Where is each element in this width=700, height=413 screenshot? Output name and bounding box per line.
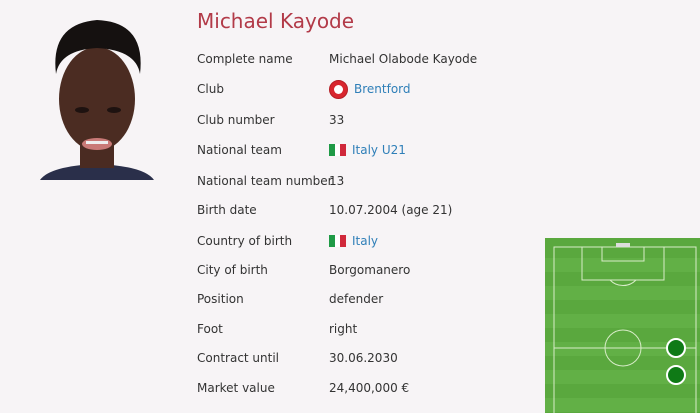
value: Michael Olabode Kayode [329,52,478,66]
brentford-crest-icon [329,79,348,99]
value: 24,400,000 € [329,381,410,395]
detail-row-birth-date: Birth date 10.07.2004 (age 21) [197,198,527,222]
value: defender [329,292,384,306]
detail-row-national-team: National team Italy U21 [197,138,527,162]
label: Country of birth [197,234,293,248]
label: Club number [197,113,275,127]
italy-flag-icon [329,144,347,156]
detail-row-complete-name: Complete name Michael Olabode Kayode [197,47,527,71]
detail-row-foot: Foot right [197,317,527,341]
label: Market value [197,381,275,395]
value: Borgomanero [329,263,411,277]
position-marker [666,365,686,385]
detail-row-club-number: Club number 33 [197,108,527,132]
value: 33 [329,113,345,127]
label: Contract until [197,351,280,365]
detail-row-market-value: Market value 24,400,000 € [197,376,527,400]
national-team-link[interactable]: Italy U21 [352,143,406,157]
detail-row-city-of-birth: City of birth Borgomanero [197,258,527,282]
detail-row-club: Club Brentford [197,77,527,101]
value: 13 [329,174,345,188]
value: right [329,322,358,336]
italy-flag-icon [329,235,347,247]
label: Birth date [197,203,257,217]
club-link[interactable]: Brentford [354,82,411,96]
label: National team [197,143,282,157]
label: City of birth [197,263,268,277]
detail-row-country-of-birth: Country of birth Italy [197,229,527,253]
value: 10.07.2004 (age 21) [329,203,453,217]
label: Complete name [197,52,293,66]
detail-row-national-team-number: National team number 13 [197,169,527,193]
label: Position [197,292,244,306]
player-photo [40,14,154,180]
detail-row-contract-until: Contract until 30.06.2030 [197,346,527,370]
player-name: Michael Kayode [197,9,355,33]
label: National team number [197,174,333,188]
position-pitch [545,238,700,413]
detail-row-position: Position defender [197,287,527,311]
country-link[interactable]: Italy [352,234,379,248]
label: Club [197,82,224,96]
position-marker [666,338,686,358]
label: Foot [197,322,223,336]
value: 30.06.2030 [329,351,398,365]
